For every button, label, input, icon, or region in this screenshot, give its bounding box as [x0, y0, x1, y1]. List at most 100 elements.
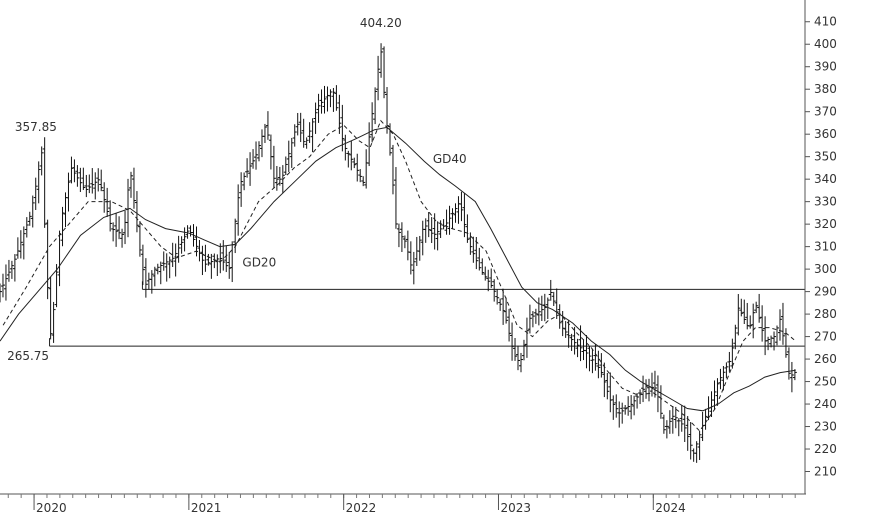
ohlc-bar [739, 298, 744, 317]
ohlc-bar [471, 236, 476, 263]
ohlc-bar [676, 418, 681, 437]
ohlc-bar [206, 253, 211, 266]
ohlc-bar [751, 303, 756, 339]
ohlc-bar [343, 134, 348, 161]
ohlc-bar [596, 350, 601, 379]
ohlc-bar [507, 308, 512, 342]
ohlc-bar [649, 372, 654, 397]
ohlc-bar [450, 208, 455, 229]
ohlc-bar [6, 259, 11, 282]
ohlc-bar [334, 85, 339, 111]
ohlc-bar [780, 302, 785, 345]
ohlc-bar [90, 168, 95, 194]
ohlc-bar [155, 263, 160, 275]
chart-annotation: GD20 [242, 255, 276, 269]
ohlc-bar [510, 322, 515, 361]
ohlc-bar [399, 222, 404, 252]
ohlc-bar [111, 222, 116, 242]
ohlc-bar [465, 214, 470, 243]
ohlc-bar [221, 240, 226, 271]
x-axis-ticks: 2020 2021 2022 2023 2024 [7, 494, 796, 515]
ohlc-bar [242, 172, 247, 191]
ohlc-bar [84, 174, 89, 198]
ohlc-bar [24, 217, 29, 238]
y-tick-label: 390 [814, 60, 837, 74]
ohlc-bar [376, 55, 381, 101]
ohlc-bar [402, 235, 407, 249]
ohlc-bar [382, 46, 387, 99]
ohlc-bar [176, 235, 181, 263]
ohlc-bar [575, 338, 580, 358]
support-lines [49, 281, 805, 347]
ohlc-bar [66, 172, 71, 212]
ohlc-bar [426, 211, 431, 238]
ohlc-bar [36, 161, 41, 204]
ohlc-bar [27, 211, 32, 226]
ohlc-bar [218, 243, 223, 274]
ohlc-bar [307, 122, 312, 143]
y-tick-label: 320 [814, 217, 837, 231]
ohlc-bar [501, 288, 506, 325]
ohlc-bar [590, 348, 595, 374]
ohlc-bar [203, 244, 208, 272]
ohlc-bar [620, 402, 625, 424]
ohlc-bar [545, 297, 550, 319]
chart-annotation: GD40 [433, 152, 467, 166]
ohlc-bar [566, 319, 571, 348]
ohlc-bar [254, 141, 259, 170]
ohlc-bar [766, 336, 771, 351]
ohlc-bar [236, 184, 241, 236]
ohlc-bar [775, 325, 780, 346]
ohlc-bar [289, 137, 294, 168]
ohlc-bar [81, 167, 86, 190]
y-tick-label: 350 [814, 150, 837, 164]
ohlc-bar [283, 156, 288, 176]
y-tick-label: 400 [814, 37, 837, 51]
ohlc-bar [143, 258, 148, 298]
ohlc-bar [754, 301, 759, 314]
ohlc-bar [131, 167, 136, 209]
ohlc-bar [569, 333, 574, 351]
ohlc-bar [292, 124, 297, 147]
ohlc-bar [134, 191, 139, 233]
ohlc-bar [179, 236, 184, 254]
ma-line-gd40 [0, 126, 796, 412]
ohlc-bar [685, 415, 690, 451]
y-tick-label: 330 [814, 195, 837, 209]
ohlc-bar [18, 230, 23, 259]
ohlc-bar [117, 216, 122, 240]
ohlc-bar [641, 375, 646, 403]
chart-annotation: 357.85 [15, 120, 57, 134]
ohlc-bar [209, 253, 214, 279]
ohlc-bar [474, 237, 479, 270]
ohlc-bar [736, 294, 741, 336]
ohlc-bar [682, 405, 687, 442]
ohlc-bar [560, 310, 565, 337]
ohlc-bar [605, 372, 610, 400]
ohlc-bar [387, 123, 392, 156]
ohlc-bar [298, 112, 303, 143]
ohlc-bar [661, 414, 666, 434]
ohlc-bar [355, 153, 360, 182]
ohlc-bar [60, 206, 65, 247]
ohlc-bar [265, 111, 270, 140]
ohlc-bar [346, 150, 351, 168]
ohlc-bar [632, 395, 637, 416]
x-tick-label: 2020 [36, 501, 67, 515]
ohlc-bar [551, 291, 556, 307]
ohlc-bar [724, 362, 729, 379]
ohlc-bar [727, 351, 732, 372]
ohlc-bar [760, 305, 765, 342]
ohlc-bar [614, 394, 619, 418]
ohlc-bar [697, 431, 702, 461]
ohlc-bar [262, 123, 267, 143]
ohlc-bar [477, 247, 482, 271]
ohlc-bar [679, 405, 684, 432]
ohlc-bar [486, 269, 491, 292]
x-tick-label: 2021 [191, 501, 222, 515]
ohlc-bar [417, 235, 422, 261]
ohlc-bar [664, 420, 669, 439]
ohlc-bar [772, 331, 777, 351]
x-tick-label: 2024 [655, 501, 686, 515]
